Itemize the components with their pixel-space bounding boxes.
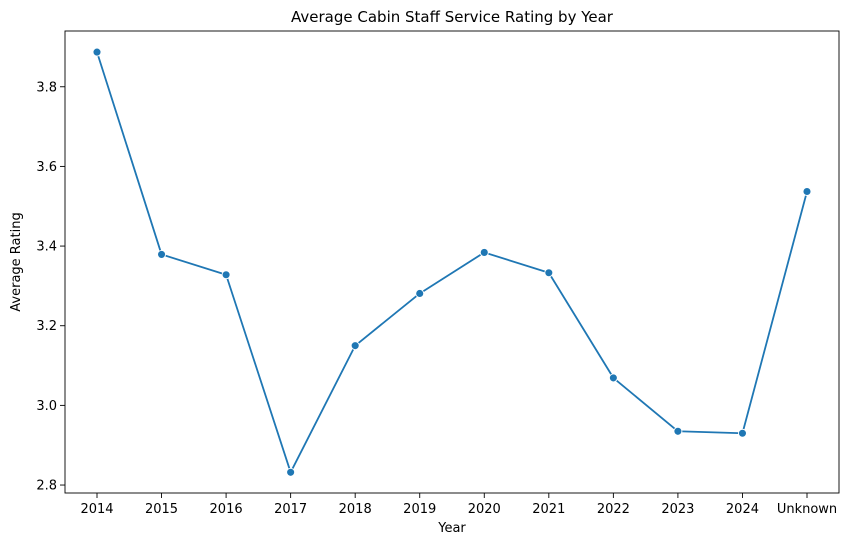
y-tick-label: 3.0 <box>36 399 57 414</box>
plot-area: 2.83.03.23.43.63.8 2014 2015 2016 2017 2018 2… <box>36 30 840 517</box>
chart-title: Average Cabin Staff Service Rating by Ye… <box>291 8 614 26</box>
x-tick-label: 2021 <box>532 502 565 517</box>
data-point <box>221 270 231 280</box>
data-point <box>350 341 360 351</box>
x-tick-label: 2022 <box>597 502 630 517</box>
series-line <box>96 51 808 474</box>
x-axis-label: Year <box>437 521 466 536</box>
y-axis: 2.8 3.0 3.2 3.4 3.6 3.8 <box>36 80 65 494</box>
x-tick-label: 2018 <box>339 502 372 517</box>
y-tick-label: 3.2 <box>36 319 57 334</box>
y-tick-label: 2.8 <box>36 479 57 494</box>
x-tick-label: 2019 <box>403 502 436 517</box>
y-tick-label: 3.8 <box>36 80 57 95</box>
x-axis: 2014 2015 2016 2017 2018 2019 2020 2021 2022 2023… <box>80 493 837 517</box>
y-tick-label: 3.4 <box>36 240 57 255</box>
plot-frame <box>64 30 840 494</box>
data-point <box>479 247 489 257</box>
data-point <box>802 187 812 196</box>
x-tick-label: 2015 <box>145 502 178 517</box>
x-tick-label: 2024 <box>726 502 759 517</box>
x-tick-label: 2017 <box>274 502 307 517</box>
data-point <box>673 426 683 436</box>
y-tick-label: 3.6 <box>36 160 57 175</box>
x-tick-label: 2023 <box>661 502 694 517</box>
y-axis-label: Average Rating <box>9 212 24 311</box>
x-tick-label: 2016 <box>210 502 243 517</box>
x-tick-label: Unknown <box>777 502 837 517</box>
data-point <box>157 249 166 259</box>
data-point <box>608 373 618 383</box>
data-point <box>286 467 296 477</box>
data-point <box>738 428 747 438</box>
x-tick-label: 2020 <box>468 502 501 517</box>
series-layer <box>92 47 812 477</box>
data-point <box>415 289 425 298</box>
data-point <box>544 268 554 278</box>
x-tick-label: 2014 <box>80 502 113 517</box>
data-point <box>92 47 102 57</box>
